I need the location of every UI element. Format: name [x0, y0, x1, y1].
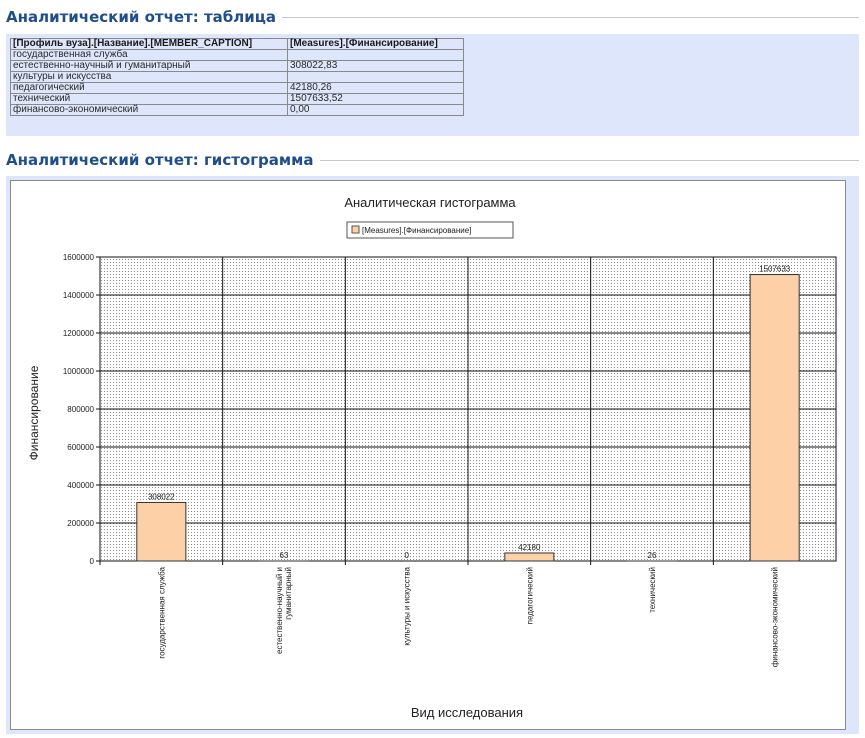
- table-section-title: Аналитический отчет: таблица: [6, 8, 859, 26]
- x-tick-label: педагогический: [525, 567, 534, 624]
- table-row: государственная служба: [10, 49, 464, 61]
- bar: [504, 552, 555, 562]
- legend: [Measures].[Финансирование]: [346, 221, 514, 239]
- data-label: 63: [280, 551, 289, 560]
- plot-border: [99, 256, 837, 562]
- y-tick-label: 1400000: [63, 291, 95, 300]
- chart-section-title: Аналитический отчет: гистограмма: [6, 151, 859, 169]
- chart-title: Аналитическая гистограмма: [344, 195, 516, 210]
- y-tick-label: 600000: [67, 443, 94, 452]
- legend-label: [Measures].[Финансирование]: [362, 226, 471, 235]
- bar-chart: Аналитическая гистограмма [Measures].[Фи…: [27, 195, 837, 720]
- table-row: технический 1507633,52: [10, 93, 464, 105]
- table-section-title-text: Аналитический отчет: таблица: [6, 8, 276, 26]
- legend-swatch: [351, 225, 360, 234]
- legend-box: [346, 221, 514, 239]
- table-row: педагогический 42180,26: [10, 82, 464, 94]
- y-axis-label: Финансирование: [27, 365, 41, 460]
- y-tick-label: 1600000: [63, 253, 95, 262]
- data-label: 0: [404, 551, 409, 560]
- table-cell-value: 42180,26: [287, 82, 464, 94]
- y-tick-label: 1000000: [63, 367, 95, 376]
- report-table: [Профиль вуза].[Название].[MEMBER_CAPTIO…: [10, 38, 464, 116]
- x-tick-label: государственная служба: [157, 566, 166, 658]
- chart-panel: Аналитическая гистограмма [Measures].[Фи…: [6, 176, 859, 734]
- bar: [749, 274, 800, 562]
- x-tick-label: финансово-экономический: [771, 567, 780, 667]
- table-cell-value: 308022,83: [287, 60, 464, 72]
- x-tick-label: технический: [648, 567, 657, 613]
- table-cell-value: [287, 71, 464, 83]
- table-panel: [Профиль вуза].[Название].[MEMBER_CAPTIO…: [6, 34, 859, 136]
- table-row: естественно-научный и гуманитарный 30802…: [10, 60, 464, 72]
- table-cell-category: технический: [10, 93, 288, 105]
- chart-section-title-text: Аналитический отчет: гистограмма: [6, 151, 314, 169]
- plot-area: 0 200000 400000 600000 800000 1000000 1200000 1…: [63, 253, 837, 667]
- x-axis-label: Вид исследования: [411, 705, 523, 720]
- table-cell-value: 1507633,52: [287, 93, 464, 105]
- table-row: финансово-экономический 0,00: [10, 104, 464, 116]
- table-cell-value: 0,00: [287, 104, 464, 116]
- y-tick-label: 0: [90, 557, 95, 566]
- table-row: культуры и искусства: [10, 71, 464, 83]
- bar: [136, 501, 187, 562]
- y-tick-label: 200000: [67, 519, 94, 528]
- data-label: 26: [648, 551, 657, 560]
- table-header-value: [Measures].[Финансирование]: [287, 38, 464, 50]
- table-cell-value: [287, 49, 464, 61]
- y-tick-label: 1200000: [63, 329, 95, 338]
- table-cell-category: культуры и искусства: [10, 71, 288, 83]
- data-label: 42180: [518, 543, 541, 552]
- y-tick-label: 800000: [67, 405, 94, 414]
- table-section-rule: [282, 16, 859, 18]
- data-label: 308022: [148, 492, 175, 501]
- x-tick-label: культуры и искусства: [403, 566, 412, 645]
- chart-section-rule: [319, 159, 859, 161]
- y-tick-label: 400000: [67, 481, 94, 490]
- x-tick-label: естественно-научный игуманитарный: [275, 567, 293, 654]
- table-header-row: [Профиль вуза].[Название].[MEMBER_CAPTIO…: [10, 38, 464, 50]
- chart-frame: Аналитическая гистограмма [Measures].[Фи…: [10, 180, 846, 730]
- table-cell-category: педагогический: [10, 82, 288, 94]
- table-cell-category: государственная служба: [10, 49, 288, 61]
- table-header-category: [Профиль вуза].[Название].[MEMBER_CAPTIO…: [10, 38, 288, 50]
- data-label: 1507633: [759, 265, 791, 274]
- table-cell-category: естественно-научный и гуманитарный: [10, 60, 288, 72]
- table-cell-category: финансово-экономический: [10, 104, 288, 116]
